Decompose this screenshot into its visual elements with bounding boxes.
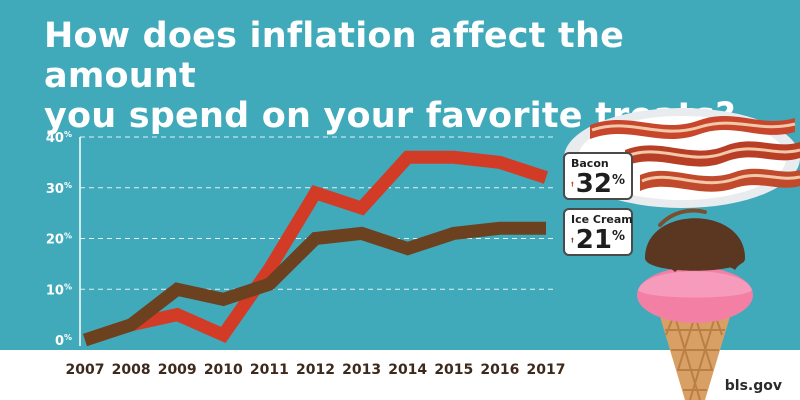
source-label: bls.gov [724,378,782,394]
ice-cream-callout-unit: % [611,229,625,244]
ice-cream-callout: Ice Cream 21 % [563,208,633,256]
x-tick-label: 2007 [66,362,105,378]
x-axis-ticks: 2007 2008 2009 2010 2011 2012 2013 2014 2015 2016… [66,362,566,378]
x-tick-label: 2015 [434,362,473,378]
bacon-callout-unit: % [611,173,625,188]
ice-cream-callout-label: Ice Cream [571,213,633,226]
x-tick-label: 2013 [342,362,381,378]
x-tick-label: 2017 [527,362,566,378]
x-tick-label: 2014 [388,362,427,378]
series-line-bacon [82,150,549,347]
bacon-callout-label: Bacon [571,157,609,170]
ice-cream-callout-value: 21 [575,225,612,255]
up-arrow-icon [571,181,574,187]
bacon-callout-value: 32 [575,169,612,199]
x-tick-label: 2011 [250,362,289,378]
bacon-plate-illustration [564,108,800,208]
x-tick-label: 2008 [112,362,151,378]
up-arrow-icon [571,237,574,243]
series-line-ice-cream [82,221,546,347]
footer-band [0,350,800,400]
x-tick-label: 2012 [296,362,335,378]
bacon-callout: Bacon 32 % [563,152,633,200]
x-tick-label: 2009 [158,362,197,378]
ice-cream-cone-illustration [637,208,753,400]
title-line-1: How does inflation affect the amount [44,16,625,96]
x-tick-label: 2016 [480,362,519,378]
x-tick-label: 2010 [204,362,243,378]
series-lines [82,150,549,347]
